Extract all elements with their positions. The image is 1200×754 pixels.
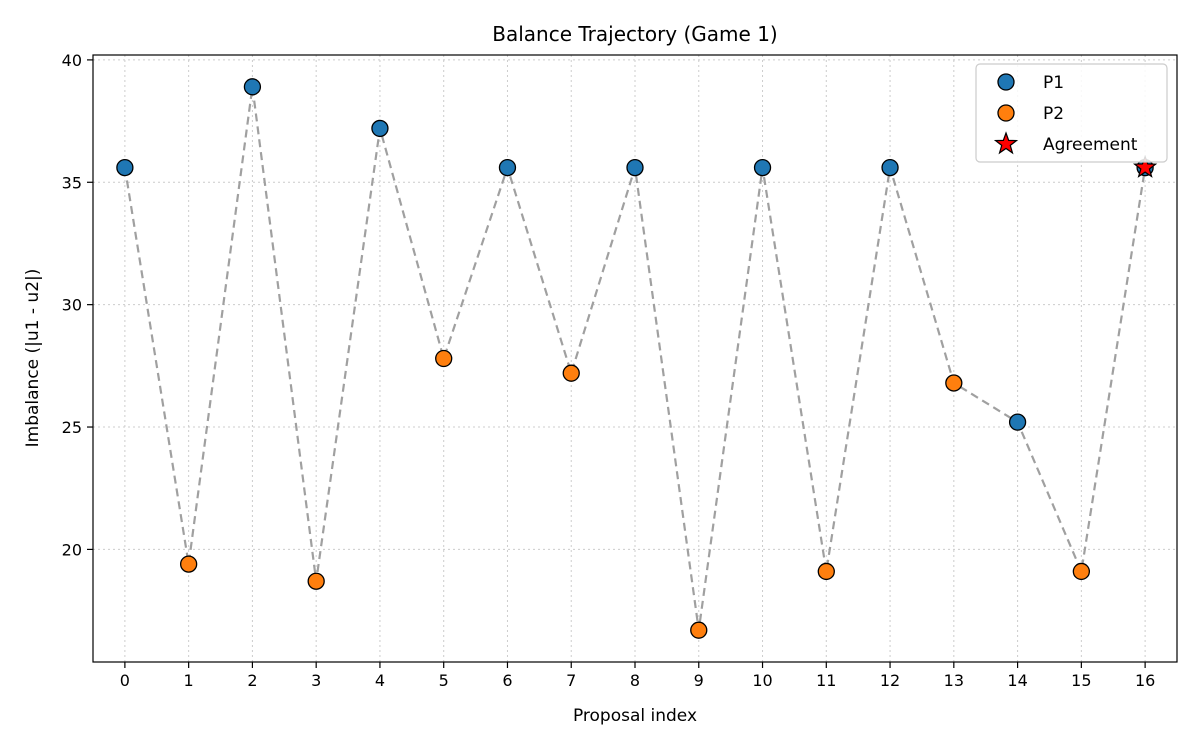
x-tick-label: 16 — [1135, 671, 1155, 690]
legend-entry-label: P1 — [1043, 73, 1064, 93]
legend-entry-label: P2 — [1043, 104, 1064, 124]
y-axis-label: Imbalance (|u1 - u2|) — [23, 269, 43, 448]
x-tick-label: 14 — [1007, 671, 1027, 690]
y-tick-label: 20 — [62, 540, 82, 559]
x-tick-label: 8 — [630, 671, 640, 690]
x-tick-label: 5 — [439, 671, 449, 690]
legend-circle-swatch — [998, 74, 1014, 90]
p2-point — [181, 556, 197, 572]
legend-circle-swatch — [998, 105, 1014, 121]
y-tick-label: 25 — [62, 418, 82, 437]
legend: P1 P2 Agreement — [976, 64, 1167, 162]
y-tick-label: 40 — [62, 51, 82, 70]
x-tick-label: 9 — [694, 671, 704, 690]
x-tick-label: 11 — [816, 671, 836, 690]
x-tick-label: 3 — [311, 671, 321, 690]
p2-point — [308, 573, 324, 589]
p2-point — [946, 375, 962, 391]
p1-point — [117, 160, 133, 176]
p1-point — [755, 160, 771, 176]
p1-point — [372, 120, 388, 136]
x-tick-label: 2 — [247, 671, 257, 690]
x-tick-label: 6 — [502, 671, 512, 690]
y-tick-label: 30 — [62, 296, 82, 315]
x-tick-label: 7 — [566, 671, 576, 690]
p1-point — [627, 160, 643, 176]
p1-point — [1010, 414, 1026, 430]
p2-point — [436, 351, 452, 367]
p2-point — [818, 563, 834, 579]
x-tick-label: 10 — [752, 671, 772, 690]
p2-point — [1073, 563, 1089, 579]
x-tick-label: 13 — [944, 671, 964, 690]
x-tick-label: 1 — [184, 671, 194, 690]
x-tick-label: 4 — [375, 671, 385, 690]
x-axis-label: Proposal index — [573, 706, 697, 726]
y-tick-label: 35 — [62, 173, 82, 192]
p2-point — [563, 365, 579, 381]
legend-entry-label: Agreement — [1043, 135, 1138, 155]
x-tick-label: 15 — [1071, 671, 1091, 690]
chart-title: Balance Trajectory (Game 1) — [492, 22, 777, 46]
p1-point — [244, 79, 260, 95]
p1-point — [882, 160, 898, 176]
p2-point — [691, 622, 707, 638]
x-tick-label: 0 — [120, 671, 130, 690]
x-tick-label: 12 — [880, 671, 900, 690]
p1-point — [499, 160, 515, 176]
